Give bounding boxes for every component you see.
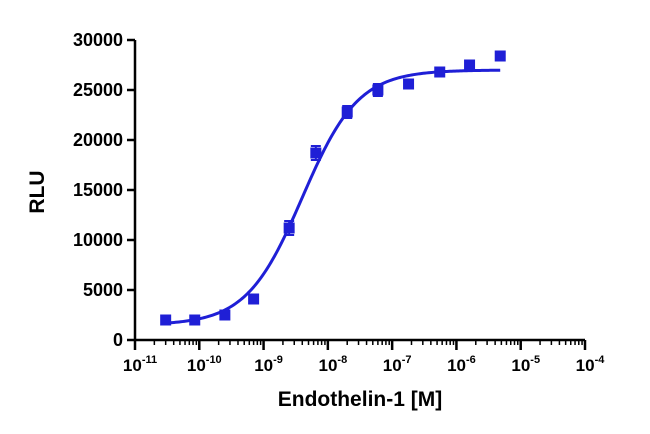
y-axis-title: RLU xyxy=(26,170,49,213)
x-tick-label: 10-5 xyxy=(511,354,540,375)
y-tick-label: 30000 xyxy=(73,30,123,50)
data-point xyxy=(403,78,415,90)
data-point xyxy=(464,59,476,71)
x-tick-group: 10-11 10-10 10-9 10-8 10-7 10-6 10-5 10-4 xyxy=(123,340,605,375)
data-point xyxy=(341,106,353,118)
data-point xyxy=(248,293,260,305)
x-tick-label: 10-6 xyxy=(447,354,476,375)
x-axis: 10-11 10-10 10-9 10-8 10-7 10-6 10-5 10-4 xyxy=(123,338,605,375)
x-tick-label: 10-7 xyxy=(383,354,412,375)
data-point xyxy=(494,50,506,62)
data-point xyxy=(219,309,231,321)
y-tick-label: 10000 xyxy=(73,230,123,250)
data-point-group xyxy=(160,50,506,326)
y-tick-label: 20000 xyxy=(73,130,123,150)
data-point xyxy=(160,314,172,326)
y-axis: 0 5000 10000 15000 20000 25000 30000 xyxy=(73,30,137,350)
x-tick-label: 10-10 xyxy=(187,354,222,375)
x-tick-label: 10-8 xyxy=(319,354,348,375)
y-tick-label: 0 xyxy=(113,330,123,350)
y-tick-label: 25000 xyxy=(73,80,123,100)
y-tick-label: 15000 xyxy=(73,180,123,200)
x-axis-title: Endothelin-1 [M] xyxy=(278,388,442,411)
x-tick-label: 10-9 xyxy=(254,354,283,375)
x-tick-label: 10-4 xyxy=(576,354,606,375)
data-point xyxy=(189,314,201,326)
fit-curve xyxy=(165,68,501,325)
data-point xyxy=(434,66,446,78)
y-tick-label: 5000 xyxy=(83,280,123,300)
x-tick-label: 10-11 xyxy=(123,354,157,375)
data-point xyxy=(372,84,384,96)
data-point xyxy=(310,147,322,159)
y-tick-group: 0 5000 10000 15000 20000 25000 30000 xyxy=(73,30,135,350)
data-point xyxy=(283,222,295,234)
